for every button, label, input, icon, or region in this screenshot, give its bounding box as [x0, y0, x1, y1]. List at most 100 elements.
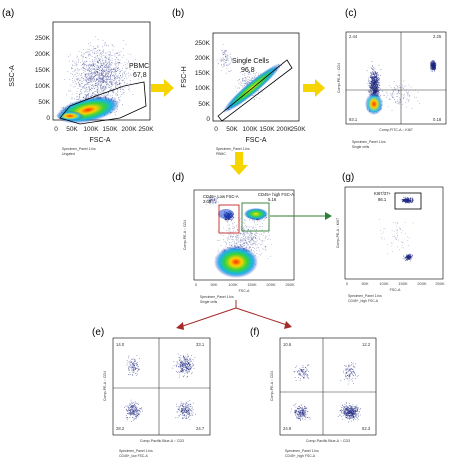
- event-dot: [110, 78, 111, 80]
- event-dot: [378, 93, 380, 95]
- event-dot: [94, 70, 96, 72]
- event-dot: [89, 74, 91, 76]
- event-dot: [116, 85, 118, 87]
- event-dot: [84, 85, 85, 86]
- event-dot: [101, 53, 102, 55]
- event-dot: [119, 73, 120, 74]
- event-dot: [104, 57, 106, 58]
- event-dot: [89, 53, 91, 55]
- event-dot: [246, 82, 248, 84]
- event-dot: [251, 80, 252, 81]
- event-dot: [118, 62, 120, 63]
- event-dot: [116, 94, 118, 95]
- event-dot: [115, 110, 117, 112]
- event-dot: [374, 83, 376, 84]
- event-dot: [88, 66, 89, 68]
- event-dot: [80, 68, 82, 70]
- event-dot: [102, 91, 104, 92]
- event-dot: [101, 69, 102, 71]
- event-dot: [112, 92, 114, 94]
- event-dot: [221, 49, 222, 51]
- event-dot: [71, 97, 73, 99]
- event-dot: [108, 59, 109, 60]
- event-dot: [100, 52, 101, 54]
- event-dot: [230, 57, 232, 59]
- event-dot: [114, 78, 116, 80]
- event-dot: [218, 62, 219, 64]
- event-dot: [85, 94, 87, 95]
- event-dot: [120, 62, 122, 64]
- event-dot: [132, 94, 134, 95]
- event-dot: [92, 81, 94, 82]
- event-dot: [85, 74, 87, 75]
- event-dot: [245, 77, 246, 79]
- event-dot: [94, 72, 96, 73]
- event-dot: [101, 82, 103, 83]
- event-dot: [101, 75, 102, 76]
- event-dot: [94, 91, 96, 93]
- event-dot: [115, 82, 117, 84]
- event-dot: [371, 91, 373, 92]
- event-dot: [226, 62, 227, 63]
- event-dot: [90, 64, 92, 65]
- event-dot: [106, 76, 108, 77]
- event-dot: [79, 80, 80, 82]
- event-dot: [119, 78, 121, 80]
- event-dot: [78, 59, 80, 61]
- event-dot: [228, 64, 230, 65]
- event-dot: [100, 73, 102, 75]
- event-dot: [82, 78, 84, 79]
- event-dot: [111, 73, 112, 74]
- panel-c-plot-frame: [345, 31, 447, 125]
- event-dot: [93, 76, 95, 77]
- event-dot: [378, 79, 380, 80]
- event-dot: [375, 88, 377, 90]
- event-dot: [77, 75, 79, 76]
- event-dot: [93, 80, 95, 82]
- event-dot: [108, 65, 110, 67]
- event-dot: [81, 74, 83, 76]
- event-dot: [83, 88, 85, 89]
- event-dot: [83, 49, 84, 50]
- event-dot: [110, 84, 112, 85]
- event-dot: [112, 75, 113, 77]
- event-dot: [93, 76, 95, 78]
- event-dot: [94, 57, 96, 58]
- event-dot: [112, 91, 113, 92]
- event-dot: [118, 68, 119, 69]
- event-dot: [102, 88, 103, 90]
- event-dot: [89, 78, 90, 80]
- event-dot: [104, 67, 106, 68]
- event-dot: [77, 88, 79, 89]
- event-dot: [130, 75, 132, 76]
- event-dot: [237, 80, 239, 81]
- event-dot: [375, 77, 377, 79]
- event-dot: [79, 93, 81, 95]
- event-dot: [88, 54, 90, 55]
- event-dot: [85, 97, 87, 99]
- event-dot: [101, 77, 103, 78]
- event-dot: [120, 75, 121, 76]
- event-dot: [72, 60, 74, 62]
- event-dot: [108, 61, 110, 63]
- event-dot: [371, 81, 372, 83]
- event-dot: [228, 70, 229, 72]
- event-dot: [119, 77, 120, 78]
- event-dot: [104, 76, 105, 77]
- event-dot: [104, 82, 106, 84]
- event-dot: [118, 59, 119, 61]
- event-dot: [98, 92, 100, 94]
- event-dot: [101, 80, 102, 82]
- event-dot: [101, 84, 102, 85]
- event-dot: [242, 79, 243, 81]
- event-dot: [100, 65, 101, 67]
- event-dot: [98, 77, 99, 79]
- event-dot: [102, 86, 103, 88]
- event-dot: [100, 71, 102, 73]
- event-dot: [90, 71, 92, 73]
- event-dot: [98, 75, 100, 76]
- event-dot: [248, 81, 249, 83]
- event-dot: [112, 75, 113, 76]
- event-dot: [96, 85, 97, 86]
